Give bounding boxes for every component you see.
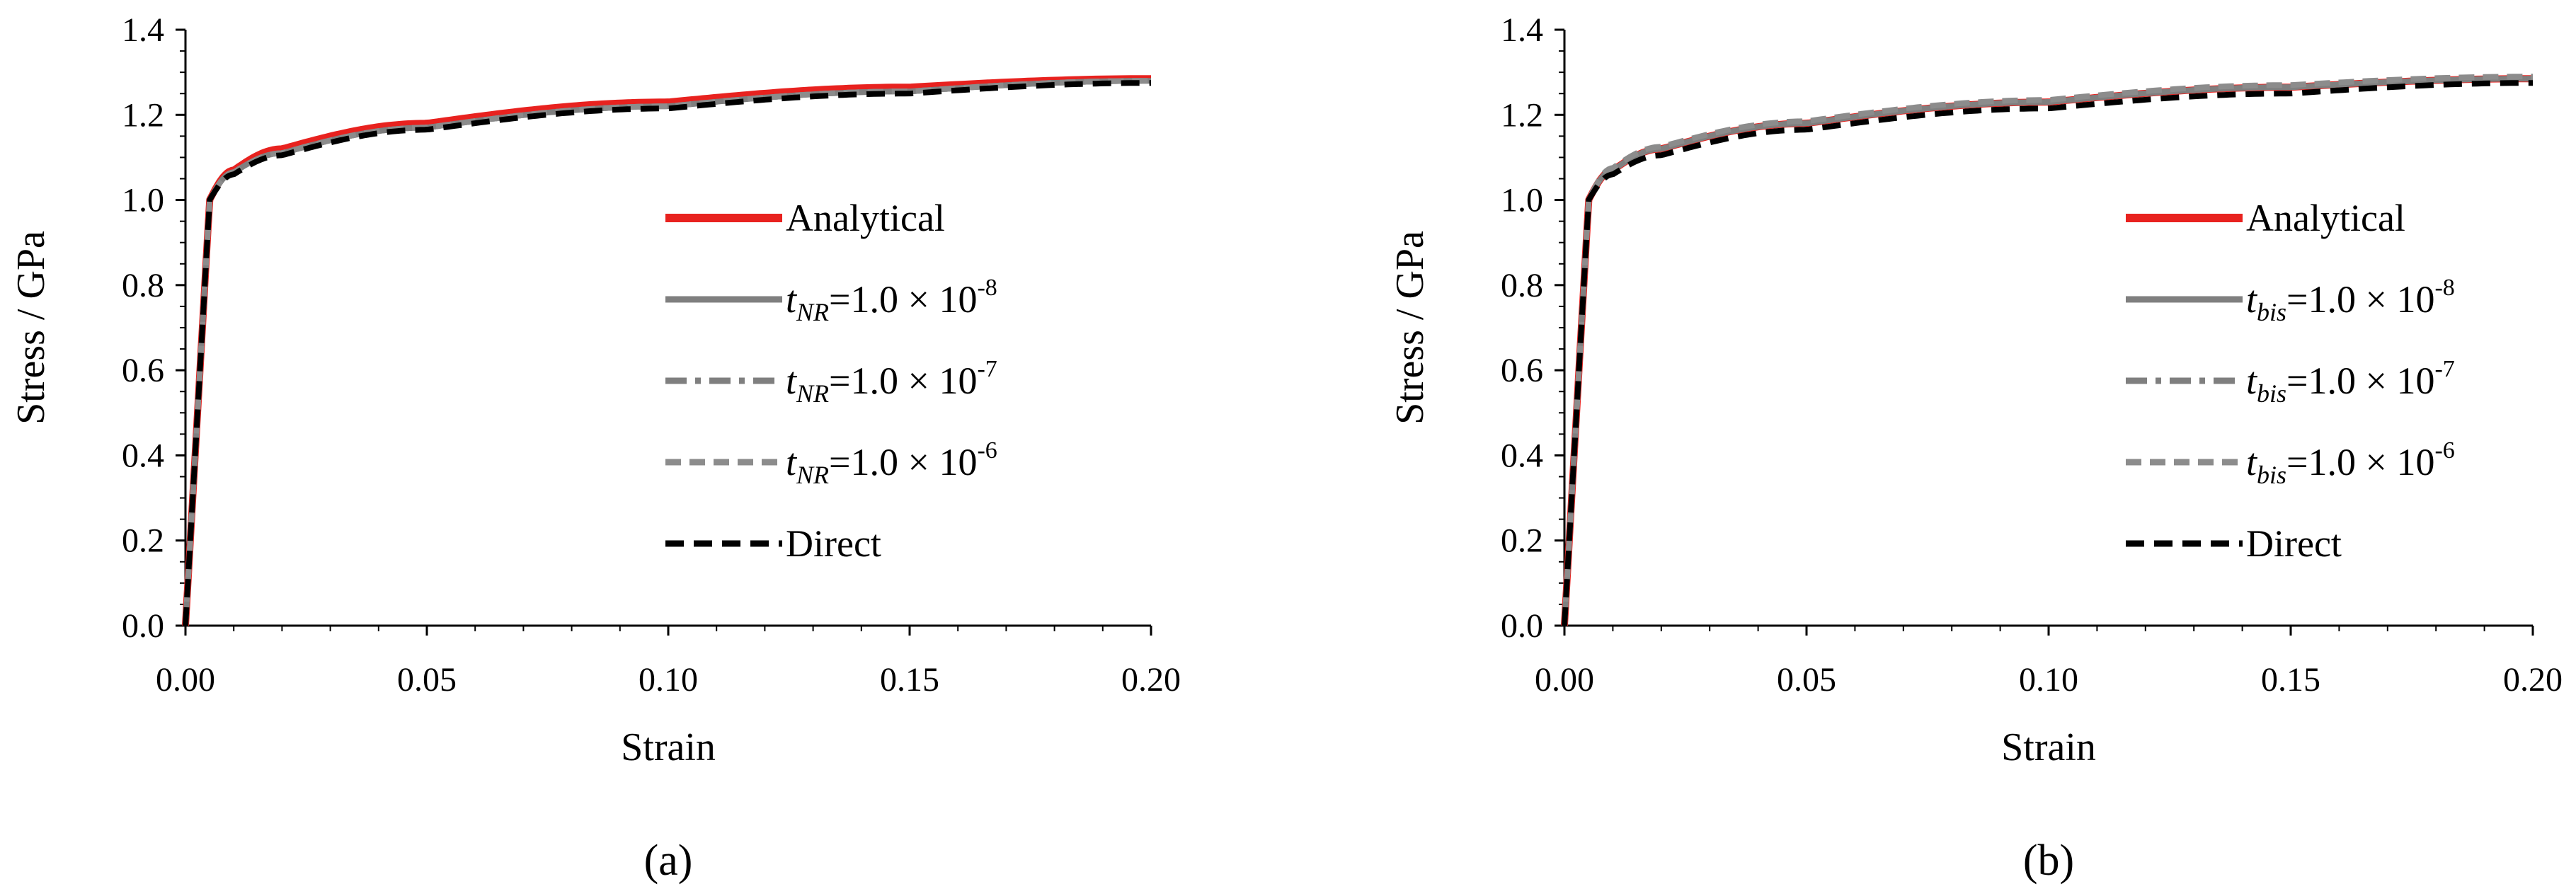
series-line-0 <box>1561 75 2533 626</box>
y-tick-label: 0.6 <box>122 352 164 389</box>
y-tick-label: 0.0 <box>1501 607 1543 645</box>
y-tick-label: 1.2 <box>1501 96 1543 134</box>
y-tick-label: 0.6 <box>1501 352 1543 389</box>
y-tick-label: 1.4 <box>1501 11 1543 49</box>
chart-panel-a: 0.0 0.2 0.4 0.6 0.8 1.0 1.2 1.4 0.00 0.05 0.10 0.15… <box>9 11 1181 885</box>
y-tick-label: 0.8 <box>122 267 164 304</box>
x-axis-title: Strain <box>2001 725 2096 769</box>
legend-label-4: Direct <box>2246 522 2342 565</box>
x-tick-label: 0.20 <box>1121 661 1181 699</box>
series-line-4 <box>183 80 1151 626</box>
legend-label-4: Direct <box>786 522 881 565</box>
x-tick-label: 0.20 <box>2503 661 2563 699</box>
series-line-1 <box>1562 76 2533 626</box>
panel-caption: (a) <box>644 837 693 885</box>
series-line-2 <box>1562 76 2533 626</box>
x-tick-label: 0.05 <box>397 661 457 699</box>
x-tick-label: 0.10 <box>639 661 698 699</box>
legend-label-3: tNR=1.0 × 10-6 <box>786 437 997 489</box>
legend-label-2: tNR=1.0 × 10-7 <box>786 356 997 408</box>
legend-label-0: Analytical <box>786 197 945 239</box>
x-tick-label: 0.10 <box>2019 661 2078 699</box>
legend-label-0: Analytical <box>2246 197 2405 239</box>
legend-label-2: tbis=1.0 × 10-7 <box>2246 356 2455 408</box>
y-tick-label: 1.0 <box>1501 182 1543 219</box>
panel-caption: (b) <box>2023 837 2074 885</box>
legend-label-3: tbis=1.0 × 10-6 <box>2246 437 2455 489</box>
x-tick-label: 0.15 <box>2261 661 2320 699</box>
y-axis-title: Stress / GPa <box>9 231 53 425</box>
y-tick-label: 1.0 <box>122 182 164 219</box>
y-tick-label: 0.0 <box>122 607 164 645</box>
legend-label-1: tNR=1.0 × 10-8 <box>786 275 997 326</box>
x-tick-label: 0.00 <box>1535 661 1594 699</box>
y-tick-label: 0.4 <box>122 437 164 474</box>
x-tick-label: 0.05 <box>1777 661 1836 699</box>
y-tick-label: 0.2 <box>1501 522 1543 560</box>
x-tick-label: 0.00 <box>156 661 215 699</box>
y-tick-label: 0.2 <box>122 522 164 560</box>
y-tick-label: 1.2 <box>122 96 164 134</box>
series-line-3 <box>1562 74 2533 626</box>
y-tick-label: 1.4 <box>122 11 164 49</box>
y-tick-label: 0.4 <box>1501 437 1543 474</box>
legend-label-1: tbis=1.0 × 10-8 <box>2246 275 2455 326</box>
y-tick-label: 0.8 <box>1501 267 1543 304</box>
series-line-4 <box>1562 80 2533 626</box>
chart-panel-b: 0.0 0.2 0.4 0.6 0.8 1.0 1.2 1.4 0.00 0.05 0.10 0.15… <box>1388 11 2563 885</box>
x-tick-label: 0.15 <box>880 661 939 699</box>
y-axis-title: Stress / GPa <box>1388 231 1432 425</box>
x-axis-title: Strain <box>621 725 716 769</box>
